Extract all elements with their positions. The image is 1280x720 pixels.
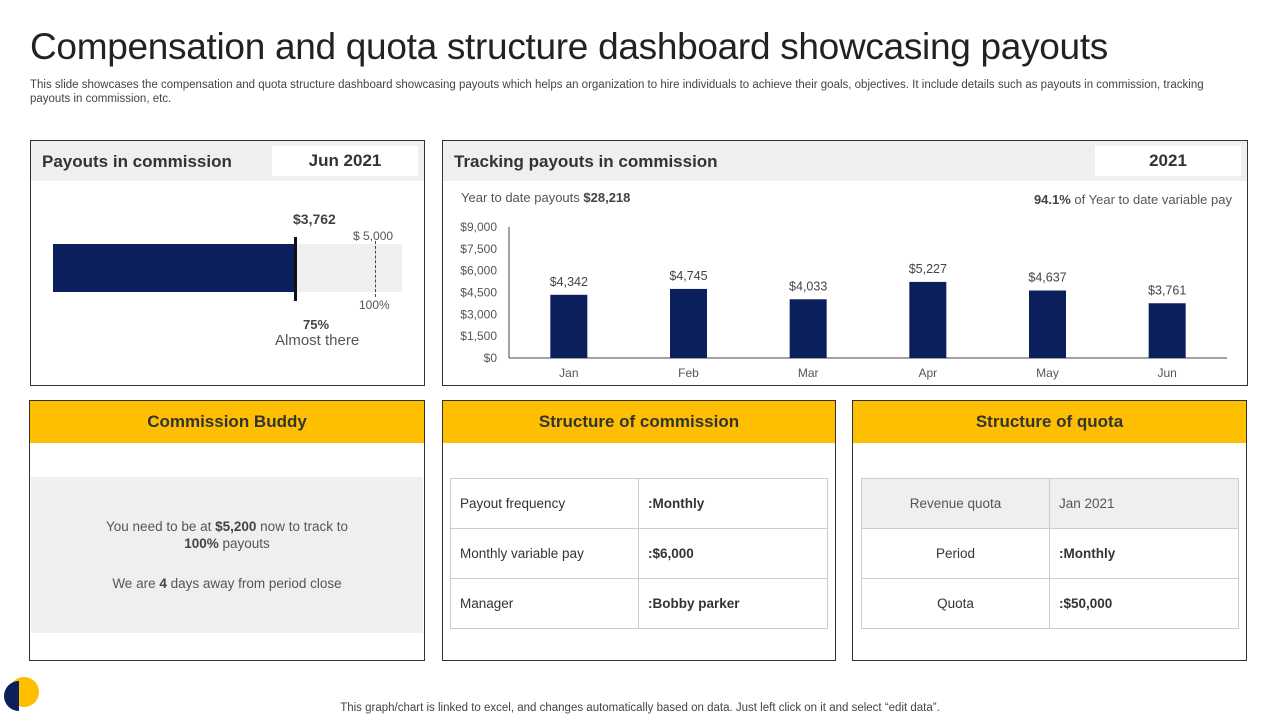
variable-pay-summary: 94.1% of Year to date variable pay bbox=[1033, 192, 1232, 207]
bar bbox=[909, 281, 947, 358]
ytd-value: $28,218 bbox=[583, 190, 631, 205]
payouts-bar-chart[interactable]: $0 $1,500 $3,000 $4,500 $6,000 $7,500 $9,000 $4… bbox=[443, 141, 1247, 385]
commission-buddy-title: Commission Buddy bbox=[30, 401, 424, 443]
tracking-header: Tracking payouts in commission 2021 bbox=[443, 141, 1247, 181]
row-value: Jan 2021 bbox=[1049, 478, 1239, 529]
y-tick-label: $4,500 bbox=[460, 286, 497, 300]
x-tick-label: Jun bbox=[1157, 366, 1176, 380]
bar bbox=[550, 294, 588, 358]
buddy-track-percent: 100% payouts bbox=[184, 536, 270, 551]
row-value: :Bobby parker bbox=[638, 578, 828, 629]
progress-percent: 75% bbox=[303, 317, 330, 332]
data-label: $5,227 bbox=[909, 262, 947, 276]
table-row: Payout frequency:Monthly bbox=[450, 478, 828, 529]
table-row: Manager:Bobby parker bbox=[450, 578, 828, 629]
tracking-panel: Tracking payouts in commission 2021 Year… bbox=[442, 140, 1248, 386]
bar bbox=[789, 299, 827, 358]
row-label: Revenue quota bbox=[861, 478, 1050, 529]
progress-status: Almost there bbox=[275, 332, 360, 349]
row-label: Monthly variable pay bbox=[450, 528, 639, 579]
row-label: Period bbox=[861, 528, 1050, 579]
x-tick-label: Mar bbox=[798, 366, 819, 380]
target-label: $ 5,000 bbox=[353, 229, 394, 243]
table-row: Monthly variable pay:$6,000 bbox=[450, 528, 828, 579]
progress-marker bbox=[294, 237, 298, 301]
buddy-message-box: You need to be at $5,200 now to track to… bbox=[31, 477, 423, 633]
commission-structure-title: Structure of commission bbox=[443, 401, 835, 443]
bar bbox=[1029, 290, 1066, 358]
current-payout-label: $3,762 bbox=[293, 211, 336, 227]
x-tick-label: Apr bbox=[918, 366, 937, 380]
data-label: $4,637 bbox=[1028, 271, 1066, 285]
y-tick-label: $6,000 bbox=[460, 264, 497, 278]
bar bbox=[670, 288, 707, 358]
row-label: Payout frequency bbox=[450, 478, 639, 529]
x-tick-label: Jan bbox=[559, 366, 578, 380]
table-row: Period:Monthly bbox=[861, 528, 1239, 579]
x-tick-label: May bbox=[1036, 366, 1059, 380]
tracking-title: Tracking payouts in commission bbox=[454, 152, 718, 171]
buddy-track-message: You need to be at $5,200 now to track to bbox=[106, 519, 348, 534]
brand-logo-icon bbox=[4, 677, 39, 711]
commission-structure-panel: Structure of commission Payout frequency… bbox=[442, 400, 836, 661]
row-label: Manager bbox=[450, 578, 639, 629]
data-label: $3,761 bbox=[1148, 283, 1186, 297]
payouts-panel: Payouts in commission Jun 2021 $3,762 $ … bbox=[30, 140, 425, 386]
buddy-days-message: We are 4 days away from period close bbox=[112, 576, 342, 591]
footer-note: This graph/chart is linked to excel, and… bbox=[340, 702, 940, 714]
quota-structure-panel: Structure of quota Revenue quota Jan 2021… bbox=[852, 400, 1247, 661]
payouts-title: Payouts in commission bbox=[42, 152, 232, 171]
x-tick-label: Feb bbox=[678, 366, 699, 380]
year-selector[interactable]: 2021 bbox=[1095, 146, 1241, 176]
ytd-payouts: Year to date payouts $28,218 bbox=[461, 190, 631, 205]
table-row: Revenue quota Jan 2021 bbox=[861, 478, 1239, 529]
payouts-header: Payouts in commission Jun 2021 bbox=[31, 141, 424, 181]
bar bbox=[1148, 303, 1186, 358]
row-value: :$6,000 bbox=[638, 528, 828, 579]
row-value: :$50,000 bbox=[1049, 578, 1239, 629]
page-title: Compensation and quota structure dashboa… bbox=[30, 26, 1109, 67]
y-tick-label: $1,500 bbox=[460, 329, 497, 343]
commission-table: Payout frequency:Monthly Monthly variabl… bbox=[450, 478, 828, 629]
period-selector[interactable]: Jun 2021 bbox=[272, 146, 418, 176]
y-tick-label: $7,500 bbox=[460, 242, 497, 256]
page-subtitle: This slide showcases the compensation an… bbox=[30, 79, 1204, 105]
row-value: :Monthly bbox=[1049, 528, 1239, 579]
y-tick-label: $9,000 bbox=[460, 220, 497, 234]
data-label: $4,745 bbox=[669, 269, 707, 283]
table-row: Quota:$50,000 bbox=[861, 578, 1239, 629]
target-line bbox=[375, 241, 376, 297]
quota-table: Revenue quota Jan 2021 Period:Monthly Quo… bbox=[861, 478, 1239, 629]
progress-fill bbox=[53, 244, 296, 292]
row-value: :Monthly bbox=[638, 478, 828, 529]
row-label: Quota bbox=[861, 578, 1050, 629]
y-tick-label: $0 bbox=[484, 351, 498, 365]
quota-structure-title: Structure of quota bbox=[853, 401, 1246, 443]
y-tick-label: $3,000 bbox=[460, 307, 497, 321]
data-label: $4,033 bbox=[789, 279, 827, 293]
max-percent-label: 100% bbox=[359, 298, 390, 312]
variable-pay-percent: 94.1% bbox=[1033, 192, 1071, 207]
data-label: $4,342 bbox=[550, 275, 588, 289]
commission-buddy-panel: Commission Buddy You need to be at $5,20… bbox=[29, 400, 425, 661]
